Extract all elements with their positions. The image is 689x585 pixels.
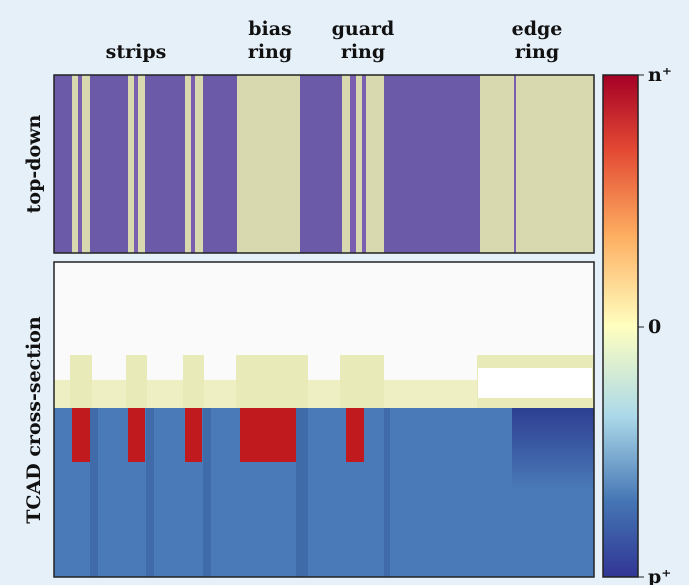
column-label: ring	[248, 41, 292, 63]
colorbar-label: n⁺	[648, 64, 672, 86]
colorbar-label: 0	[648, 316, 661, 338]
figure: n⁺ 0 p⁺ strips bias ring guard ring edge…	[0, 0, 689, 585]
row-label: top-down	[23, 114, 45, 213]
row-label: TCAD cross-section	[23, 316, 45, 524]
column-label: guard	[332, 18, 395, 40]
colorbar: n⁺ 0 p⁺	[603, 64, 672, 585]
column-label: ring	[341, 41, 385, 63]
top-down-panel	[54, 75, 594, 253]
colorbar-label: p⁺	[648, 566, 671, 585]
column-label: bias	[248, 18, 292, 40]
column-label: edge	[512, 18, 563, 40]
column-label: ring	[515, 41, 559, 63]
tcad-panel	[54, 262, 594, 577]
column-label: strips	[106, 41, 167, 63]
